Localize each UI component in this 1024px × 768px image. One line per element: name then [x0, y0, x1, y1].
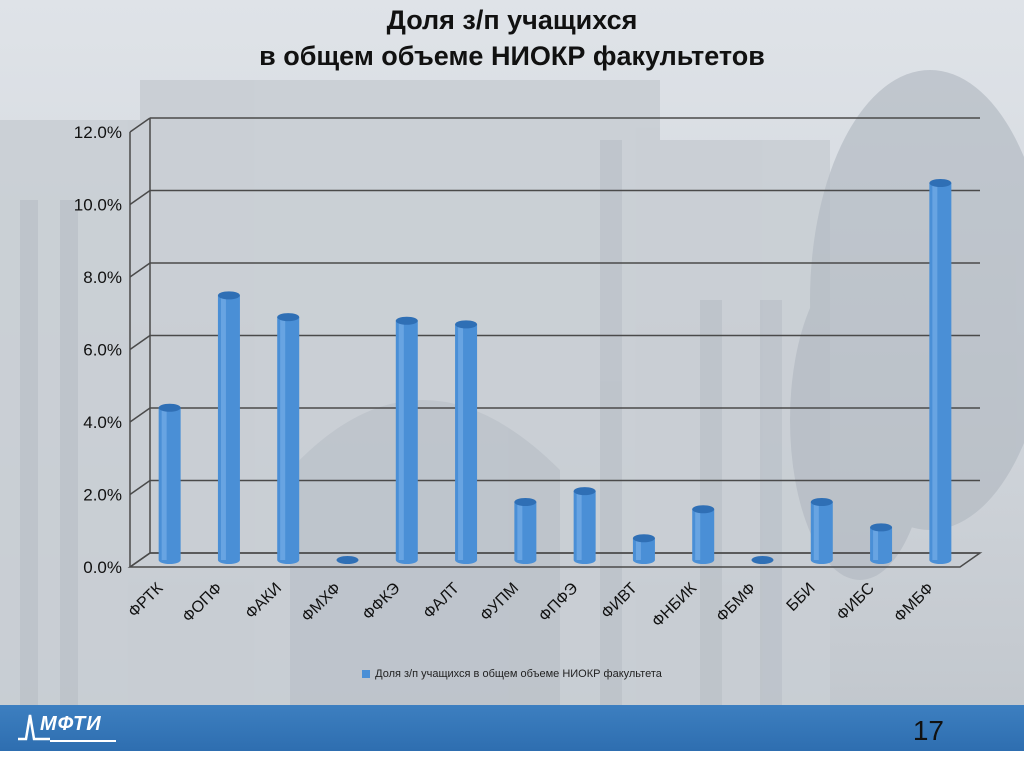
bar-top	[336, 556, 359, 564]
y-tick-label: 0.0%	[83, 558, 122, 577]
bar-highlight	[458, 324, 464, 560]
legend-swatch	[362, 670, 371, 679]
bar	[751, 556, 774, 564]
bar-top	[870, 523, 893, 532]
bar-top	[395, 316, 418, 325]
bar-top	[573, 487, 596, 496]
bar-highlight	[873, 527, 879, 560]
x-category-label: ФНБИК	[649, 579, 700, 630]
x-category-label: ФФКЭ	[360, 580, 404, 624]
bar-highlight	[813, 502, 819, 560]
y-tick-label: 8.0%	[83, 268, 122, 287]
bar-chart: 0.0% 2.0% 4.0% 6.0% 8.0% 10.0% 12.0% ФРТК ФОПФ ФА…	[74, 117, 983, 631]
slide-title: Доля з/п учащихся в общем объеме НИОКР ф…	[0, 2, 1024, 74]
bar-top	[810, 498, 833, 506]
gridline-depth	[129, 407, 151, 423]
x-category-label: ФРТК	[125, 579, 167, 621]
chart-floor	[127, 552, 983, 568]
bar-top	[929, 179, 952, 187]
x-category-label: ФИВТ	[598, 580, 641, 623]
bar-highlight	[161, 407, 167, 560]
bar-top	[455, 320, 478, 329]
bar	[573, 487, 596, 564]
x-category-label: ФИБС	[834, 580, 878, 624]
x-category-label: ФАЛТ	[420, 580, 463, 623]
footer-band: МФТИ	[0, 705, 1024, 751]
bars-layer	[158, 179, 952, 564]
y-tick-label: 10.0%	[74, 196, 122, 215]
bar-highlight	[398, 320, 404, 560]
bar-top	[692, 505, 715, 514]
gridline-depth	[129, 479, 151, 496]
bar	[455, 320, 478, 564]
bar	[632, 534, 655, 564]
bar-top	[277, 313, 300, 322]
x-category-label: ББИ	[784, 580, 819, 615]
x-category-label: ФБМФ	[713, 580, 759, 626]
bar	[870, 523, 893, 564]
bar-highlight	[695, 509, 701, 560]
bar-highlight	[517, 502, 523, 560]
logo-text: МФТИ	[40, 713, 102, 735]
x-category-label: ФАКИ	[242, 580, 285, 623]
y-tick-label: 12.0%	[74, 123, 122, 142]
bar-highlight	[635, 538, 641, 560]
y-tick-label: 2.0%	[83, 486, 122, 505]
labels-layer: 0.0% 2.0% 4.0% 6.0% 8.0% 10.0% 12.0% ФРТК ФОПФ ФА…	[74, 123, 937, 631]
bar-highlight	[220, 295, 226, 560]
x-category-label: ФМХФ	[299, 580, 345, 626]
gridline-depth	[129, 334, 151, 351]
grid-layer	[129, 117, 980, 568]
gridline-depth	[129, 262, 151, 278]
bar	[514, 498, 537, 564]
x-category-label: ФОПФ	[180, 580, 226, 626]
bar-top	[632, 534, 655, 543]
page-number: 17	[912, 715, 944, 746]
gridline-depth	[129, 189, 151, 206]
bar-top	[158, 403, 181, 412]
bar	[277, 313, 300, 564]
legend-label: Доля з/п учащихся в общем объеме НИОКР ф…	[375, 668, 662, 680]
bar-top	[514, 498, 537, 506]
x-category-label: ФУПМ	[477, 580, 522, 625]
axis-layer	[127, 118, 983, 568]
bar-highlight	[932, 183, 938, 560]
bar-highlight	[576, 491, 582, 560]
title-line-1: Доля з/п учащихся	[386, 5, 638, 35]
bar	[810, 498, 833, 564]
gridline-depth	[129, 117, 151, 133]
bar-highlight	[280, 317, 286, 560]
x-category-label: ФМБФ	[891, 580, 937, 626]
bar	[158, 403, 181, 564]
bar-top	[217, 291, 240, 300]
mipt-logo-icon	[18, 714, 116, 742]
y-tick-label: 6.0%	[83, 341, 122, 360]
slide-footer: МФТИ 17	[0, 705, 1024, 768]
bar	[692, 505, 715, 564]
bar	[395, 316, 418, 564]
bar	[217, 291, 240, 564]
title-line-2: в общем объеме НИОКР факультетов	[259, 41, 765, 71]
bar	[929, 179, 952, 564]
bar-top	[751, 556, 774, 564]
x-category-label: ФПФЭ	[536, 580, 581, 625]
chart-legend: Доля з/п учащихся в общем объеме НИОКР ф…	[0, 668, 1024, 680]
bar	[336, 556, 359, 564]
y-tick-label: 4.0%	[83, 413, 122, 432]
